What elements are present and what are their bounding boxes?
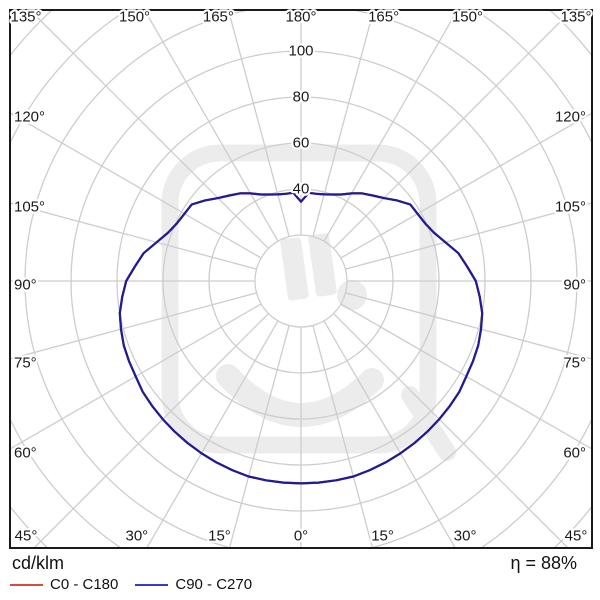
svg-text:180°: 180° — [285, 9, 316, 26]
svg-text:165°: 165° — [368, 9, 399, 26]
svg-text:90°: 90° — [14, 277, 37, 294]
svg-text:75°: 75° — [563, 354, 586, 371]
svg-text:40: 40 — [293, 181, 310, 198]
curve-c90-c270 — [118, 191, 484, 485]
svg-text:120°: 120° — [555, 108, 586, 125]
svg-text:135°: 135° — [560, 9, 591, 26]
svg-text:60: 60 — [293, 135, 310, 152]
svg-text:120°: 120° — [14, 108, 45, 125]
svg-text:150°: 150° — [119, 9, 150, 26]
svg-text:60°: 60° — [563, 445, 586, 462]
svg-text:90°: 90° — [563, 277, 586, 294]
legend-line-red-icon — [10, 583, 43, 586]
svg-text:135°: 135° — [10, 9, 41, 26]
legend-label-c0-c180: C0 - C180 — [50, 576, 119, 593]
legend-line-blue-icon — [135, 583, 169, 586]
svg-text:100: 100 — [288, 43, 313, 60]
svg-text:30°: 30° — [126, 528, 149, 545]
legend: C0 - C180 C90 - C270 — [10, 576, 252, 593]
svg-text:30°: 30° — [454, 528, 477, 545]
angle-labels: 180° 165° 165° 150° 150° 135° 135° 120° 120° 105°… — [8, 6, 594, 547]
svg-text:45°: 45° — [15, 528, 38, 545]
efficiency-label: η = 88% — [510, 553, 577, 573]
legend-item-c0-c180: C0 - C180 — [10, 576, 118, 593]
legend-label-c90-c270: C90 - C270 — [175, 576, 253, 593]
svg-text:0°: 0° — [294, 528, 308, 545]
svg-text:165°: 165° — [203, 9, 234, 26]
svg-text:75°: 75° — [14, 354, 37, 371]
plot-frame — [9, 9, 593, 549]
svg-text:45°: 45° — [565, 528, 588, 545]
svg-text:105°: 105° — [555, 199, 586, 216]
svg-text:105°: 105° — [14, 199, 45, 216]
watermark-logo — [161, 144, 456, 461]
svg-text:15°: 15° — [208, 528, 231, 545]
svg-text:150°: 150° — [452, 9, 483, 26]
legend-item-c90-c270: C90 - C270 — [135, 576, 252, 593]
svg-text:80: 80 — [293, 89, 310, 106]
svg-text:15°: 15° — [371, 528, 394, 545]
svg-text:60°: 60° — [14, 445, 37, 462]
radial-tick-labels: 40 60 80 100 — [286, 40, 316, 200]
unit-label: cd/klm — [12, 553, 65, 573]
